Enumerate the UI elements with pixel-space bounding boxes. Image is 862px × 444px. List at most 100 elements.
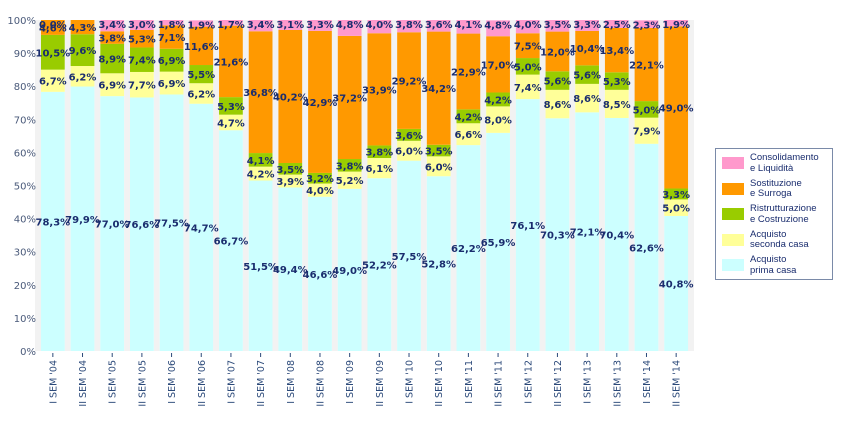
bar-segment bbox=[278, 187, 303, 351]
bar-segment bbox=[664, 215, 689, 351]
data-label: 3,3% bbox=[662, 190, 690, 201]
bar-segment bbox=[397, 140, 421, 161]
y-tick-label: 20% bbox=[14, 281, 36, 292]
data-label: 3,5% bbox=[276, 165, 304, 176]
bar-segment bbox=[664, 26, 689, 189]
bar-segment bbox=[634, 117, 659, 144]
bar-segment bbox=[278, 162, 303, 175]
y-tick-label: 30% bbox=[14, 248, 36, 259]
data-label: 6,9% bbox=[158, 79, 186, 90]
bar-segment bbox=[100, 73, 125, 97]
bar-segment bbox=[604, 72, 629, 90]
legend-label: Consolidamento e Liquidità bbox=[750, 152, 819, 174]
bar-segment bbox=[40, 34, 65, 70]
legend-item: Sostituzione e Surroga bbox=[722, 178, 832, 205]
bar-segment bbox=[70, 86, 95, 351]
data-label: 4,7% bbox=[217, 118, 245, 129]
bar-segment bbox=[278, 174, 303, 188]
data-label: 8,6% bbox=[544, 100, 572, 111]
bar-segment bbox=[426, 31, 451, 145]
data-label: 76,6% bbox=[125, 220, 160, 231]
bar-segment bbox=[248, 166, 273, 181]
bar-segment bbox=[219, 25, 243, 98]
bar-segment bbox=[634, 20, 659, 28]
bar-segment bbox=[456, 109, 481, 124]
data-label: 70,4% bbox=[599, 230, 634, 241]
bar-segment bbox=[664, 188, 689, 200]
data-label: 3,6% bbox=[395, 131, 423, 142]
bar-segment bbox=[308, 20, 332, 31]
data-label: 3,8% bbox=[395, 20, 423, 31]
bar-segment bbox=[486, 20, 510, 37]
data-label: 4,1% bbox=[247, 156, 275, 167]
data-label: 62,2% bbox=[451, 244, 486, 255]
x-tick-label: I SEM '07 bbox=[226, 360, 237, 404]
bar-segment bbox=[456, 145, 481, 351]
data-label: 5,2% bbox=[336, 176, 364, 187]
x-tick-label: II SEM '06 bbox=[197, 360, 208, 407]
bar-segment bbox=[367, 20, 392, 34]
data-label: 1,9% bbox=[662, 20, 690, 31]
data-label: 6,9% bbox=[158, 56, 186, 67]
x-tick-label: I SEM '09 bbox=[345, 360, 356, 404]
bar-segment bbox=[486, 132, 510, 351]
data-label: 42,9% bbox=[303, 98, 338, 109]
bar-gap bbox=[628, 20, 635, 351]
bar-segment bbox=[545, 89, 570, 119]
x-tick-label: II SEM '10 bbox=[434, 360, 445, 407]
y-tick-label: 70% bbox=[14, 115, 36, 126]
bar-segment bbox=[575, 30, 599, 66]
data-label: 46,6% bbox=[303, 270, 338, 281]
data-label: 4,2% bbox=[455, 112, 483, 123]
data-label: 66,7% bbox=[214, 237, 249, 248]
data-label: 57,5% bbox=[392, 252, 427, 263]
data-label: 12,0% bbox=[540, 47, 575, 58]
x-tick-label: II SEM '13 bbox=[612, 360, 623, 407]
bar-segment bbox=[397, 32, 421, 129]
data-label: 5,6% bbox=[573, 71, 601, 82]
bar-segment bbox=[248, 31, 273, 154]
data-label: 7,9% bbox=[633, 127, 661, 138]
bar-gap bbox=[64, 20, 71, 351]
data-label: 4,0% bbox=[365, 20, 393, 31]
data-label: 78,3% bbox=[35, 217, 70, 228]
data-label: 22,1% bbox=[629, 61, 664, 72]
data-label: 49,0% bbox=[332, 266, 367, 277]
data-label: 1,9% bbox=[187, 20, 215, 31]
data-label: 3,0% bbox=[128, 20, 156, 31]
y-tick-label: 60% bbox=[14, 148, 36, 159]
bar-gap bbox=[391, 20, 398, 351]
bar-gap bbox=[480, 20, 487, 351]
bar-segment bbox=[337, 171, 362, 189]
bar-gap bbox=[302, 20, 309, 351]
data-label: 37,2% bbox=[332, 93, 367, 104]
x-tick-label: I SEM '04 bbox=[48, 360, 59, 404]
data-label: 3,1% bbox=[276, 20, 304, 31]
data-label: 5,0% bbox=[633, 105, 661, 116]
bar-segment bbox=[486, 106, 510, 133]
bar-gap bbox=[361, 20, 368, 351]
bar-segment bbox=[575, 65, 599, 84]
data-label: 49,0% bbox=[659, 103, 694, 114]
data-label: 3,8% bbox=[98, 34, 126, 45]
data-label: 5,3% bbox=[603, 77, 631, 88]
data-label: 8,0% bbox=[484, 116, 512, 127]
y-tick-label: 40% bbox=[14, 215, 36, 226]
data-label: 29,2% bbox=[392, 77, 427, 88]
bar-segment bbox=[159, 25, 184, 49]
bar-segment bbox=[159, 20, 184, 26]
data-label: 74,7% bbox=[184, 223, 219, 234]
data-label: 40,2% bbox=[273, 92, 308, 103]
bar-segment bbox=[337, 159, 362, 172]
data-label: 0,0% bbox=[39, 20, 67, 31]
bar-segment bbox=[456, 33, 481, 110]
bar-gap bbox=[272, 20, 279, 351]
data-label: 6,0% bbox=[425, 162, 453, 173]
data-label: 7,1% bbox=[158, 33, 186, 44]
data-label: 6,2% bbox=[69, 72, 97, 83]
bar-segment bbox=[130, 97, 154, 351]
legend-item: Acquisto seconda casa bbox=[722, 229, 832, 256]
data-label: 51,5% bbox=[243, 262, 278, 273]
data-label: 3,4% bbox=[98, 20, 126, 31]
